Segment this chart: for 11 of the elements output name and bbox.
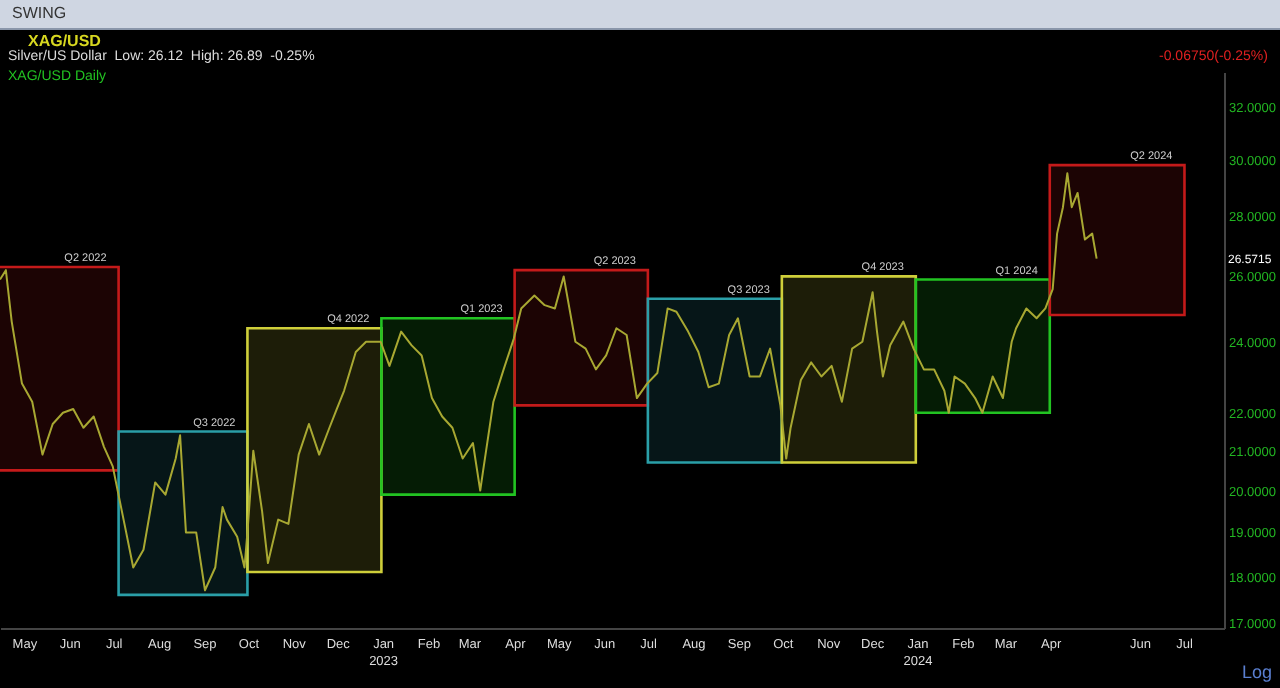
line-series — [0, 172, 1098, 592]
text: SWING — [12, 4, 67, 22]
bar — [246, 326, 383, 574]
chart-title: XAG/USD — [28, 32, 101, 50]
bar — [646, 297, 784, 464]
text: Log — [1241, 662, 1272, 682]
bar — [513, 268, 650, 407]
bar — [914, 278, 1052, 415]
bar — [380, 316, 516, 496]
bar — [780, 275, 918, 464]
bar — [1048, 163, 1186, 317]
